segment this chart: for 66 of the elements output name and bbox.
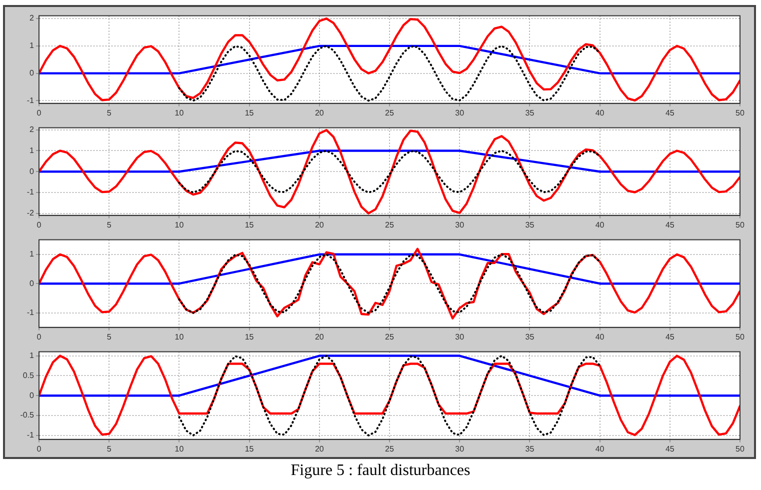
y-tick-label: -1	[26, 308, 35, 318]
x-tick-label: 0	[36, 220, 42, 230]
y-tick-label: 0.5	[22, 370, 35, 380]
y-tick-label: 0	[30, 68, 35, 78]
x-tick-label: 50	[736, 108, 745, 118]
x-tick-label: 35	[525, 444, 535, 454]
x-tick-label: 10	[174, 444, 184, 454]
x-tick-label: 25	[385, 108, 394, 118]
line-series	[178, 253, 601, 314]
x-tick-label: 40	[595, 220, 605, 230]
y-tick-label: 1	[30, 250, 35, 259]
line-series	[178, 354, 601, 436]
x-tick-label: 30	[455, 444, 465, 454]
y-tick-label: 0	[30, 278, 35, 288]
x-tick-label: 10	[174, 332, 184, 342]
y-tick-label: 1	[30, 41, 35, 50]
y-tick-label: 2	[30, 125, 35, 134]
x-tick-label: 15	[244, 332, 254, 342]
x-tick-label: 50	[736, 444, 745, 454]
x-tick-label: 30	[455, 332, 465, 342]
x-tick-label: 35	[525, 332, 535, 342]
y-tick-label: 1	[30, 146, 35, 155]
y-tick-label: -1	[26, 430, 35, 440]
line-series	[178, 44, 601, 102]
x-tick-label: 20	[314, 444, 324, 454]
x-tick-label: 5	[106, 220, 112, 230]
x-tick-label: 50	[736, 332, 745, 342]
x-tick-label: 25	[385, 332, 394, 342]
x-tick-label: 20	[314, 220, 324, 230]
y-tick-label: 0	[30, 390, 35, 400]
y-tick-label: -2	[26, 208, 35, 218]
x-tick-label: 40	[595, 108, 605, 118]
x-tick-label: 10	[174, 108, 184, 118]
x-tick-label: 45	[665, 108, 675, 118]
x-tick-label: 15	[244, 220, 254, 230]
x-tick-label: 35	[525, 108, 535, 118]
x-tick-label: 50	[736, 220, 745, 230]
x-tick-label: 5	[106, 332, 112, 342]
x-tick-label: 45	[665, 332, 675, 342]
x-tick-label: 0	[36, 444, 42, 454]
y-tick-label: -1	[26, 188, 35, 197]
x-tick-label: 0	[36, 108, 42, 118]
x-tick-label: 30	[455, 220, 465, 230]
line-series	[178, 150, 601, 194]
y-tick-label: -0.5	[20, 410, 35, 420]
y-tick-label: 1	[30, 350, 35, 360]
x-tick-label: 5	[106, 108, 112, 118]
caption: Figure 5 : fault disturbances	[290, 462, 472, 480]
x-tick-label: 25	[385, 220, 394, 230]
x-tick-label: 0	[36, 332, 42, 342]
x-tick-label: 40	[595, 332, 605, 342]
y-tick-label: 0	[30, 166, 35, 176]
x-tick-label: 20	[314, 332, 324, 342]
x-tick-label: 30	[455, 108, 465, 118]
x-tick-label: 45	[665, 220, 675, 230]
x-tick-label: 25	[385, 444, 394, 454]
y-tick-label: 2	[30, 14, 35, 23]
x-tick-label: 45	[665, 444, 675, 454]
x-tick-label: 5	[106, 444, 112, 454]
x-tick-label: 40	[595, 444, 605, 454]
y-tick-label: -1	[26, 96, 35, 105]
x-tick-label: 10	[174, 220, 184, 230]
x-tick-label: 15	[244, 108, 254, 118]
x-tick-label: 20	[314, 108, 324, 118]
x-tick-label: 15	[244, 444, 254, 454]
x-tick-label: 35	[525, 220, 535, 230]
